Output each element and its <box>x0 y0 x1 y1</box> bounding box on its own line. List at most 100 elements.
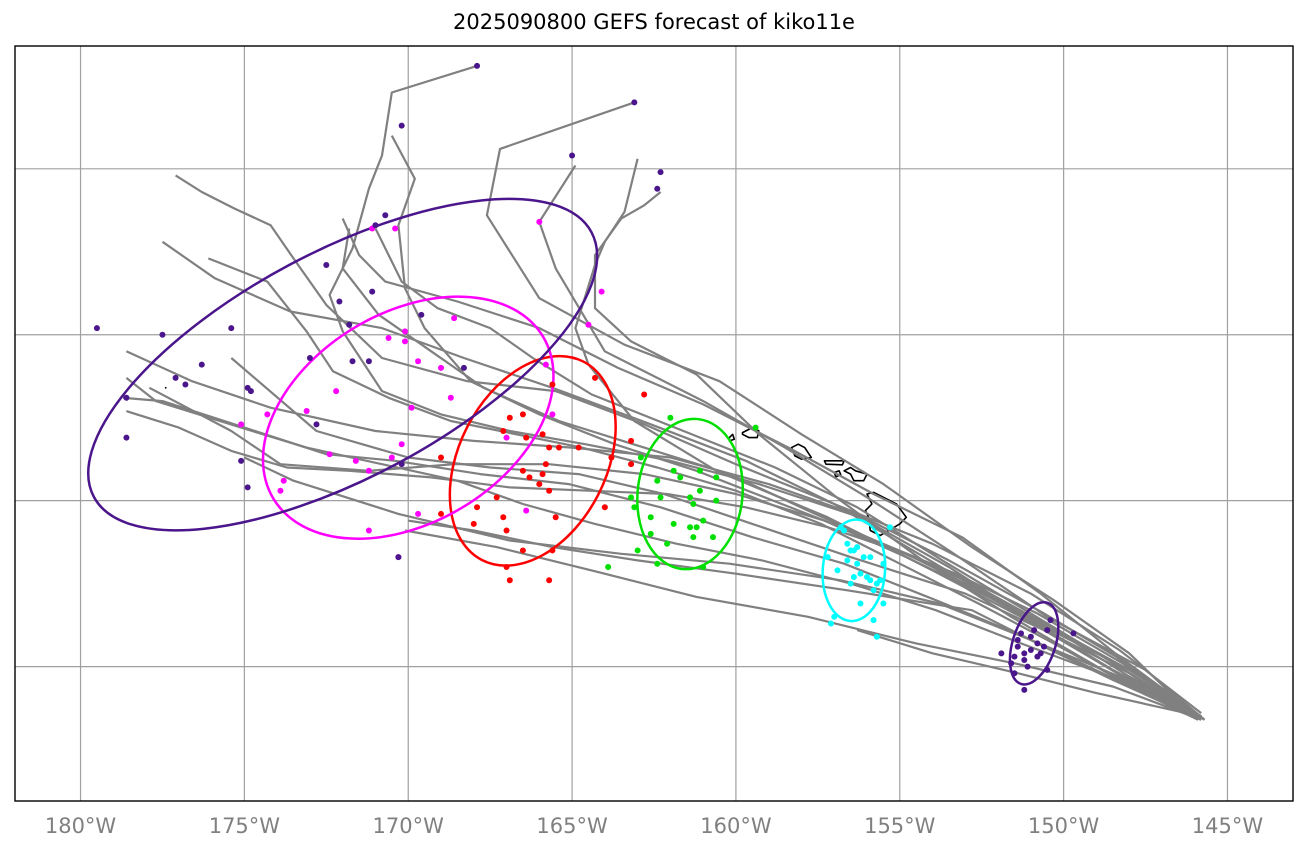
lon-label-0: 180°W <box>45 814 117 838</box>
position-day6-12 <box>336 298 343 305</box>
position-day1-13 <box>998 650 1005 657</box>
position-day6-23 <box>323 262 330 269</box>
ensemble-track-4 <box>856 629 1202 718</box>
ensemble-track-11 <box>390 135 1202 718</box>
position-day6-11 <box>349 358 356 365</box>
position-day5-0 <box>451 315 458 322</box>
position-day1-16 <box>1027 633 1034 640</box>
position-day4-17 <box>470 520 477 527</box>
position-day5-30 <box>503 434 510 441</box>
position-day6-24 <box>306 354 313 361</box>
position-day1-7 <box>1024 663 1031 670</box>
uncertainty-ellipses <box>87 197 1060 686</box>
position-day1-0 <box>1014 637 1021 644</box>
ensemble-track-17 <box>207 257 1202 718</box>
position-day4-18 <box>503 527 510 534</box>
position-day3-24 <box>634 547 641 554</box>
position-day5-8 <box>303 408 310 415</box>
position-day4-12 <box>546 487 553 494</box>
position-day1-11 <box>1047 617 1054 624</box>
position-day3-0 <box>752 424 759 431</box>
ensemble-track-7 <box>574 158 1202 718</box>
position-day4-4 <box>555 444 562 451</box>
ellipse-day3 <box>636 417 745 571</box>
position-day2-0 <box>886 524 893 531</box>
position-day2-18 <box>857 600 864 607</box>
position-day5-14 <box>398 441 405 448</box>
position-day3-15 <box>670 520 677 527</box>
position-day2-16 <box>850 573 857 580</box>
position-day4-29 <box>506 414 513 421</box>
position-day5-26 <box>598 288 605 295</box>
position-day3-12 <box>713 497 720 504</box>
ensemble-track-14 <box>341 218 1206 721</box>
position-day6-26 <box>418 311 425 318</box>
position-day6-3 <box>198 361 205 368</box>
position-day6-30 <box>247 388 254 395</box>
position-day3-8 <box>713 474 720 481</box>
position-day5-2 <box>415 358 422 365</box>
position-day1-19 <box>1070 630 1077 637</box>
longitude-labels: 180°W 175°W 170°W 165°W 160°W 155°W 150°W 145°W <box>45 814 1264 838</box>
position-day6-7 <box>123 434 130 441</box>
position-day2-11 <box>877 577 884 584</box>
position-day2-20 <box>831 613 838 620</box>
position-day6-22 <box>569 152 576 159</box>
position-day1-1 <box>1027 647 1034 653</box>
ensemble-track-10 <box>328 64 1202 718</box>
position-day6-15 <box>382 212 389 219</box>
ensemble-track-15 <box>161 240 1202 718</box>
position-day6-13 <box>346 321 353 328</box>
position-day2-28 <box>873 633 880 640</box>
lon-label-3: 165°W <box>536 814 608 838</box>
position-day2-12 <box>847 580 854 587</box>
map-frame <box>14 45 1294 802</box>
position-day3-9 <box>687 494 694 501</box>
position-day5-4 <box>447 394 454 401</box>
position-day1-8 <box>1008 660 1015 667</box>
position-day6-20 <box>654 185 661 192</box>
island-molokai <box>823 460 845 466</box>
position-day6-27 <box>365 358 372 365</box>
position-day2-8 <box>834 567 841 574</box>
position-day3-4 <box>670 467 677 474</box>
position-day6-18 <box>474 62 481 69</box>
ensemble-track-5 <box>485 101 1199 721</box>
position-day1-6 <box>1040 643 1047 650</box>
position-day3-22 <box>654 560 661 567</box>
position-day6-17 <box>398 461 405 468</box>
position-day3-20 <box>664 540 671 547</box>
position-day5-22 <box>549 411 556 418</box>
position-day3-19 <box>647 514 654 521</box>
position-day5-28 <box>401 338 408 345</box>
small-island-dot <box>164 386 167 389</box>
position-day5-15 <box>365 467 372 474</box>
position-day5-17 <box>277 487 284 494</box>
position-day4-8 <box>539 471 546 478</box>
position-day6-1 <box>159 331 166 338</box>
position-day2-4 <box>880 560 887 567</box>
position-day3-26 <box>628 494 635 501</box>
position-day6-2 <box>228 325 235 332</box>
position-day1-15 <box>1044 666 1051 673</box>
ensemble-track-13 <box>374 228 1206 721</box>
position-day5-19 <box>365 527 372 534</box>
position-day5-21 <box>523 507 530 514</box>
position-day1-20 <box>1011 670 1018 677</box>
ensemble-track-12 <box>125 377 1199 721</box>
island-maui <box>843 466 868 482</box>
ensemble-track-3 <box>408 519 1202 721</box>
ellipse-day4 <box>448 354 617 567</box>
position-day1-5 <box>1011 653 1018 660</box>
position-day3-27 <box>700 564 707 571</box>
position-day4-19 <box>552 514 559 521</box>
position-day5-5 <box>408 404 415 411</box>
position-day1-18 <box>1021 686 1028 693</box>
island-oahu <box>790 443 813 460</box>
ensemble-track-19 <box>404 529 1202 721</box>
position-day3-2 <box>696 467 703 474</box>
lon-label-1: 175°W <box>209 814 281 838</box>
position-day6-9 <box>244 484 251 491</box>
position-day3-21 <box>709 534 716 541</box>
position-day1-14 <box>1021 656 1028 663</box>
